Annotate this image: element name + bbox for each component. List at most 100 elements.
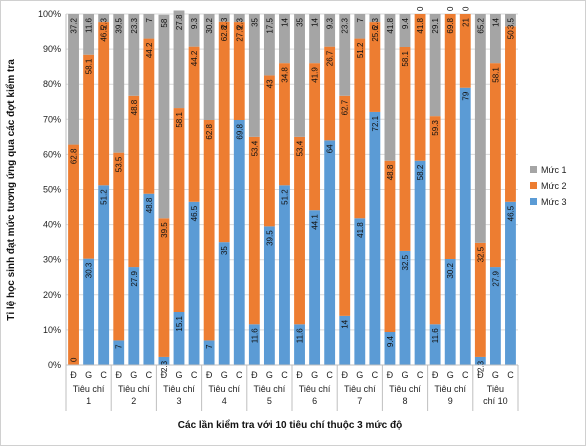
- bar-segment: [414, 14, 426, 161]
- data-label: 14: [280, 17, 289, 26]
- data-label: 64: [326, 144, 335, 153]
- axes: 0%10%20%30%40%50%60%70%80%90%100%Đ G C Đ G C Đ…: [38, 9, 519, 411]
- group-label-line2: 4: [222, 396, 227, 406]
- data-label: 48.8: [386, 164, 395, 180]
- x-tick-label: C: [281, 370, 288, 380]
- bar-segment: [324, 140, 336, 365]
- x-tick-label: Đ: [70, 370, 77, 380]
- group-label-line1: Tiêu chí: [73, 384, 105, 394]
- data-label: 35: [220, 246, 229, 255]
- bar-segment: [263, 14, 275, 76]
- data-label: 58.1: [491, 67, 500, 83]
- bar-segment: [354, 14, 366, 39]
- data-label: 2.3: [160, 360, 169, 372]
- bar-segment: [233, 120, 245, 365]
- bar-segment: [505, 201, 516, 365]
- data-label: 25.6: [371, 26, 380, 42]
- bar-segment: [489, 63, 501, 268]
- bar-segment: [143, 38, 155, 194]
- x-tick-label: G: [447, 370, 454, 380]
- bar-segment: [113, 340, 125, 365]
- legend-swatch: [530, 182, 537, 189]
- data-label: 58.1: [175, 112, 184, 128]
- data-label: 72.1: [371, 115, 380, 131]
- bar-segment: [173, 10, 185, 109]
- data-label: 58.1: [401, 50, 410, 66]
- x-tick-label: C: [417, 370, 424, 380]
- bar-segment: [294, 324, 305, 365]
- data-label: 27.8: [175, 14, 184, 30]
- bar-segment: [384, 160, 396, 333]
- data-label: 23.3: [130, 17, 139, 33]
- bar-segment: [489, 267, 501, 365]
- group-label-line1: Tiêu chí: [208, 384, 240, 394]
- legend-label: Mức 2: [541, 181, 567, 191]
- bar-segment: [248, 136, 260, 325]
- x-axis-title: Các lần kiểm tra với 10 tiêu chí thuộc 3…: [178, 419, 402, 431]
- legend-swatch: [530, 166, 537, 173]
- bar-segment: [143, 14, 155, 39]
- bar-segment: [429, 14, 441, 117]
- group-label-line1: Tiêu chí: [389, 384, 421, 394]
- data-label: 2.3: [220, 17, 229, 29]
- bar-segment: [218, 21, 230, 243]
- data-label: 14: [311, 17, 320, 26]
- x-tick-label: G: [85, 370, 92, 380]
- group-label-line1: Tiêu chí: [434, 384, 466, 394]
- bar-segment: [83, 54, 95, 259]
- x-tick-label: G: [401, 370, 408, 380]
- data-label: 35: [250, 17, 259, 26]
- data-label: 0: [416, 6, 425, 11]
- group-label-line2: 9: [448, 396, 453, 406]
- y-tick-label: 60%: [43, 149, 61, 159]
- x-tick-label: Đ: [387, 370, 394, 380]
- bar-segment: [173, 311, 185, 365]
- data-label: 51.2: [280, 189, 289, 205]
- data-label: 0: [461, 6, 470, 11]
- data-label: 39.5: [160, 222, 169, 238]
- legend: Mức 1 Mức 2 Mức 3: [530, 165, 567, 207]
- data-label: 44.1: [311, 214, 320, 230]
- data-label: 39.5: [115, 17, 124, 33]
- x-tick-label: C: [326, 370, 333, 380]
- y-tick-label: 90%: [43, 44, 61, 54]
- bar-segment: [98, 14, 110, 23]
- bar-segment: [68, 144, 79, 365]
- bar-segment: [309, 14, 321, 64]
- x-tick-label: C: [191, 370, 198, 380]
- bar-segment: [188, 201, 200, 365]
- bar-segment: [384, 332, 396, 365]
- bar-segment: [263, 75, 275, 227]
- x-tick-label: C: [236, 370, 243, 380]
- data-label: 58.2: [416, 164, 425, 180]
- data-label: 29.1: [431, 17, 440, 33]
- x-tick-label: G: [221, 370, 228, 380]
- bar-segment: [354, 218, 366, 365]
- bar-segment: [309, 210, 321, 365]
- bar-segment: [474, 242, 486, 357]
- group-label-line1: Tiêu chí: [299, 384, 331, 394]
- bar-segment: [188, 46, 200, 202]
- bar-segment: [459, 14, 471, 88]
- data-label: 7: [115, 344, 124, 349]
- data-label: 41.9: [311, 67, 320, 83]
- bar-segment: [158, 218, 170, 357]
- data-label: 62.8: [205, 123, 214, 139]
- data-label: 53.4: [250, 140, 259, 156]
- x-tick-label: Đ: [206, 370, 213, 380]
- bar-segment: [294, 136, 305, 325]
- bar-segment: [279, 63, 290, 186]
- x-tick-label: G: [356, 370, 363, 380]
- x-tick-label: C: [507, 370, 514, 380]
- data-label: 2.3: [100, 17, 109, 29]
- data-label: 39.5: [265, 230, 274, 246]
- bar-segment: [218, 13, 230, 22]
- bars: [68, 10, 516, 366]
- data-label: 51.2: [356, 42, 365, 58]
- bar-segment: [474, 14, 486, 243]
- bar-segment: [489, 14, 501, 64]
- data-label: 59.3: [431, 120, 440, 136]
- data-label: 30.2: [446, 262, 455, 278]
- bar-segment: [354, 38, 366, 219]
